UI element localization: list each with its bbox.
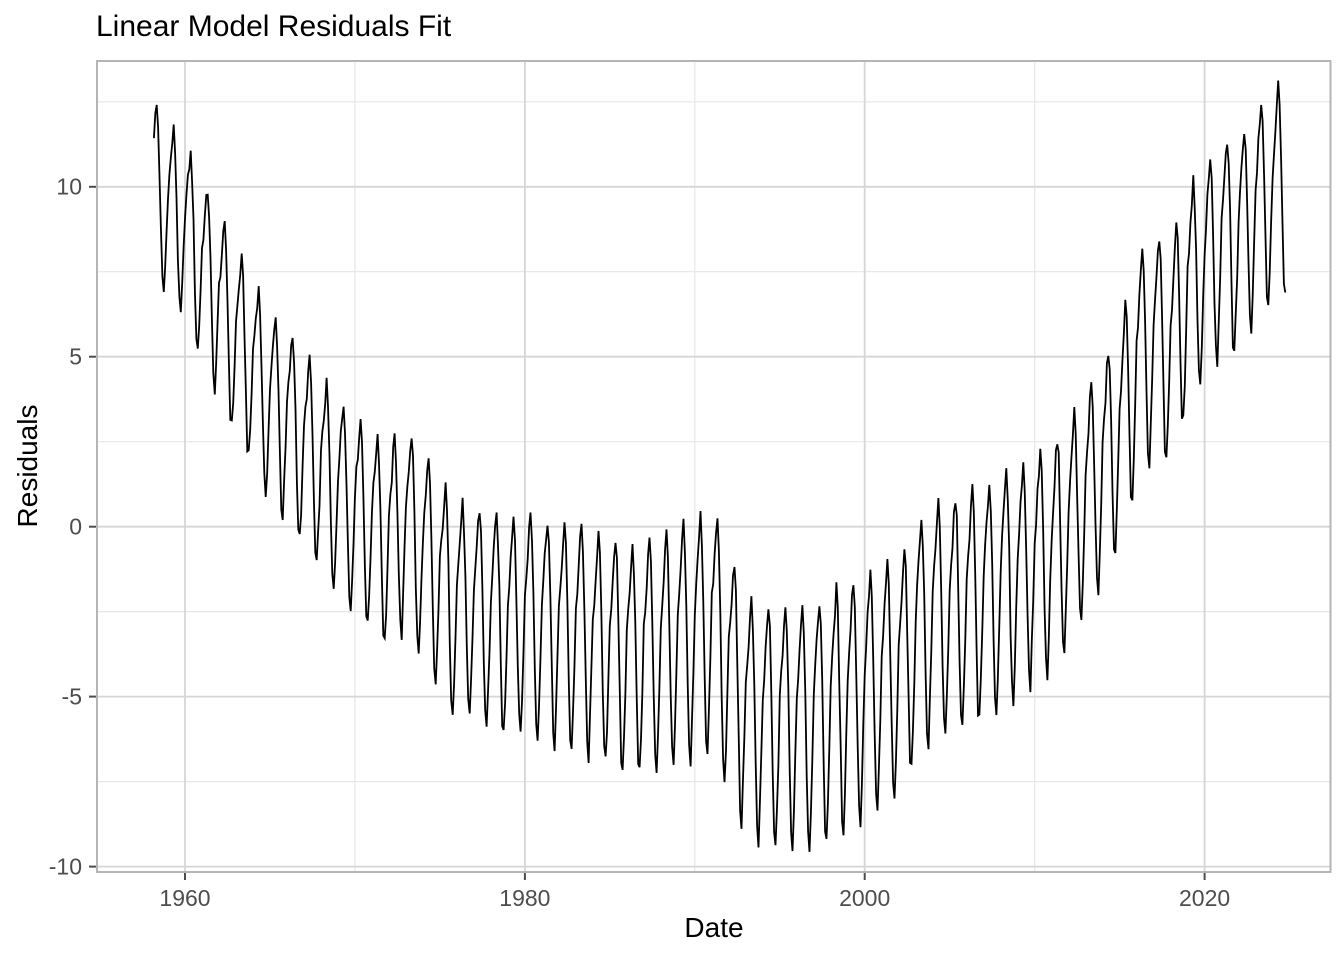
x-tick-label: 1960 xyxy=(159,885,211,911)
y-tick-label: 0 xyxy=(69,513,82,540)
x-axis-title: Date xyxy=(684,912,744,943)
x-tick-label: 2020 xyxy=(1179,885,1231,911)
x-tick-label: 1980 xyxy=(499,885,551,911)
chart-title: Linear Model Residuals Fit xyxy=(96,10,452,43)
x-tick-label: 2000 xyxy=(839,885,891,911)
y-tick-label: -5 xyxy=(61,683,82,710)
y-tick-label: 10 xyxy=(56,173,82,200)
y-tick-label: -10 xyxy=(48,853,82,880)
y-axis-title: Residuals xyxy=(12,404,43,528)
y-tick-label: 5 xyxy=(69,343,82,370)
